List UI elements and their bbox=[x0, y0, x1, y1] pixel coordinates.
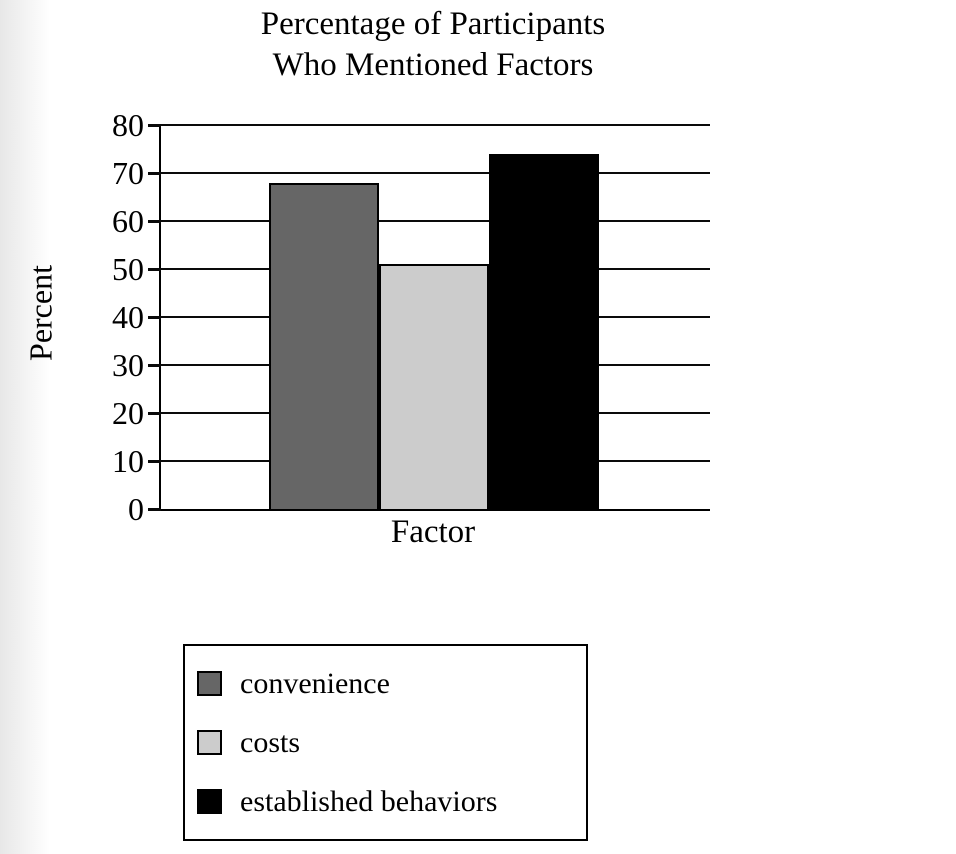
y-tick-80 bbox=[148, 124, 161, 127]
bar-costs bbox=[379, 264, 489, 509]
chart-title: Percentage of Participants Who Mentioned… bbox=[133, 4, 733, 86]
plot-area: 80 70 60 50 40 30 20 10 0 bbox=[112, 107, 710, 527]
legend-swatch-convenience bbox=[197, 671, 222, 696]
y-tick-0 bbox=[148, 508, 161, 511]
legend-row-costs: costs bbox=[197, 725, 576, 759]
bar-established-behaviors bbox=[489, 153, 599, 509]
legend-row-convenience: convenience bbox=[197, 666, 576, 700]
bar-convenience bbox=[269, 182, 379, 509]
y-tick-label-80: 80 bbox=[112, 107, 144, 143]
legend-box: convenience costs established behaviors bbox=[183, 644, 588, 841]
legend-row-established-behaviors: established behaviors bbox=[197, 784, 576, 818]
y-tick-label-70: 70 bbox=[112, 155, 144, 191]
y-tick-label-40: 40 bbox=[112, 299, 144, 335]
y-tick-label-60: 60 bbox=[112, 203, 144, 239]
legend-swatch-established-behaviors bbox=[197, 789, 222, 814]
y-tick-label-0: 0 bbox=[128, 491, 144, 527]
y-tick-label-10: 10 bbox=[112, 443, 144, 479]
x-axis-label: Factor bbox=[390, 514, 476, 550]
y-axis-label: Percent bbox=[22, 265, 59, 361]
y-tick-40 bbox=[148, 316, 161, 319]
y-tick-label-50: 50 bbox=[112, 251, 144, 287]
gridline-70 bbox=[161, 172, 710, 174]
y-tick-10 bbox=[148, 460, 161, 463]
chart-title-line-1: Percentage of Participants bbox=[260, 6, 606, 42]
y-tick-70 bbox=[148, 172, 161, 175]
gridline-60 bbox=[161, 220, 710, 222]
y-tick-label-30: 30 bbox=[112, 347, 144, 383]
chart-title-line-2: Who Mentioned Factors bbox=[272, 47, 594, 83]
y-tick-20 bbox=[148, 412, 161, 415]
legend-label: costs bbox=[240, 725, 300, 759]
legend-label: established behaviors bbox=[240, 784, 498, 818]
y-tick-60 bbox=[148, 220, 161, 223]
y-tick-label-20: 20 bbox=[112, 395, 144, 431]
y-tick-30 bbox=[148, 364, 161, 367]
page-edge-gradient bbox=[0, 0, 50, 854]
y-tick-50 bbox=[148, 268, 161, 271]
gridline-80 bbox=[161, 124, 710, 126]
legend-label: convenience bbox=[240, 666, 390, 700]
legend-swatch-costs bbox=[197, 730, 222, 755]
